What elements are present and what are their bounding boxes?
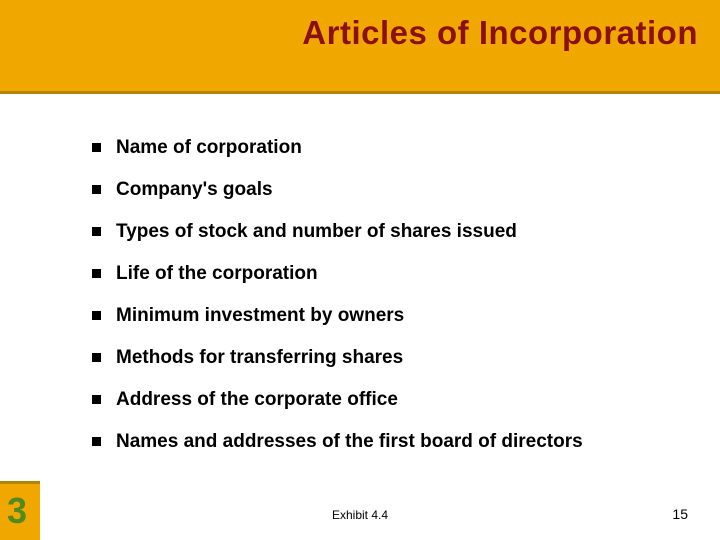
list-item-text: Life of the corporation <box>116 263 318 285</box>
list-item-text: Company's goals <box>116 179 273 201</box>
bullet-icon <box>92 185 101 194</box>
bullet-icon <box>92 227 101 236</box>
list-item: Life of the corporation <box>92 263 690 285</box>
exhibit-label: Exhibit 4.4 <box>332 508 388 522</box>
list-item: Methods for transferring shares <box>92 347 690 369</box>
list-item: Types of stock and number of shares issu… <box>92 221 690 243</box>
page-number: 15 <box>672 506 688 522</box>
bullet-list: Name of corporation Company's goals Type… <box>92 137 690 473</box>
list-item: Address of the corporate office <box>92 389 690 411</box>
bullet-icon <box>92 269 101 278</box>
chapter-number: 3 <box>7 490 27 532</box>
list-item-text: Names and addresses of the first board o… <box>116 431 583 453</box>
list-item-text: Address of the corporate office <box>116 389 398 411</box>
bullet-icon <box>92 353 101 362</box>
list-item: Names and addresses of the first board o… <box>92 431 690 453</box>
bullet-icon <box>92 437 101 446</box>
list-item-text: Name of corporation <box>116 137 302 159</box>
list-item: Company's goals <box>92 179 690 201</box>
list-item-text: Minimum investment by owners <box>116 305 404 327</box>
list-item-text: Methods for transferring shares <box>116 347 403 369</box>
bullet-icon <box>92 311 101 320</box>
bullet-icon <box>92 395 101 404</box>
page-title: Articles of Incorporation <box>302 14 698 52</box>
bullet-icon <box>92 143 101 152</box>
list-item: Name of corporation <box>92 137 690 159</box>
list-item-text: Types of stock and number of shares issu… <box>116 221 517 243</box>
list-item: Minimum investment by owners <box>92 305 690 327</box>
